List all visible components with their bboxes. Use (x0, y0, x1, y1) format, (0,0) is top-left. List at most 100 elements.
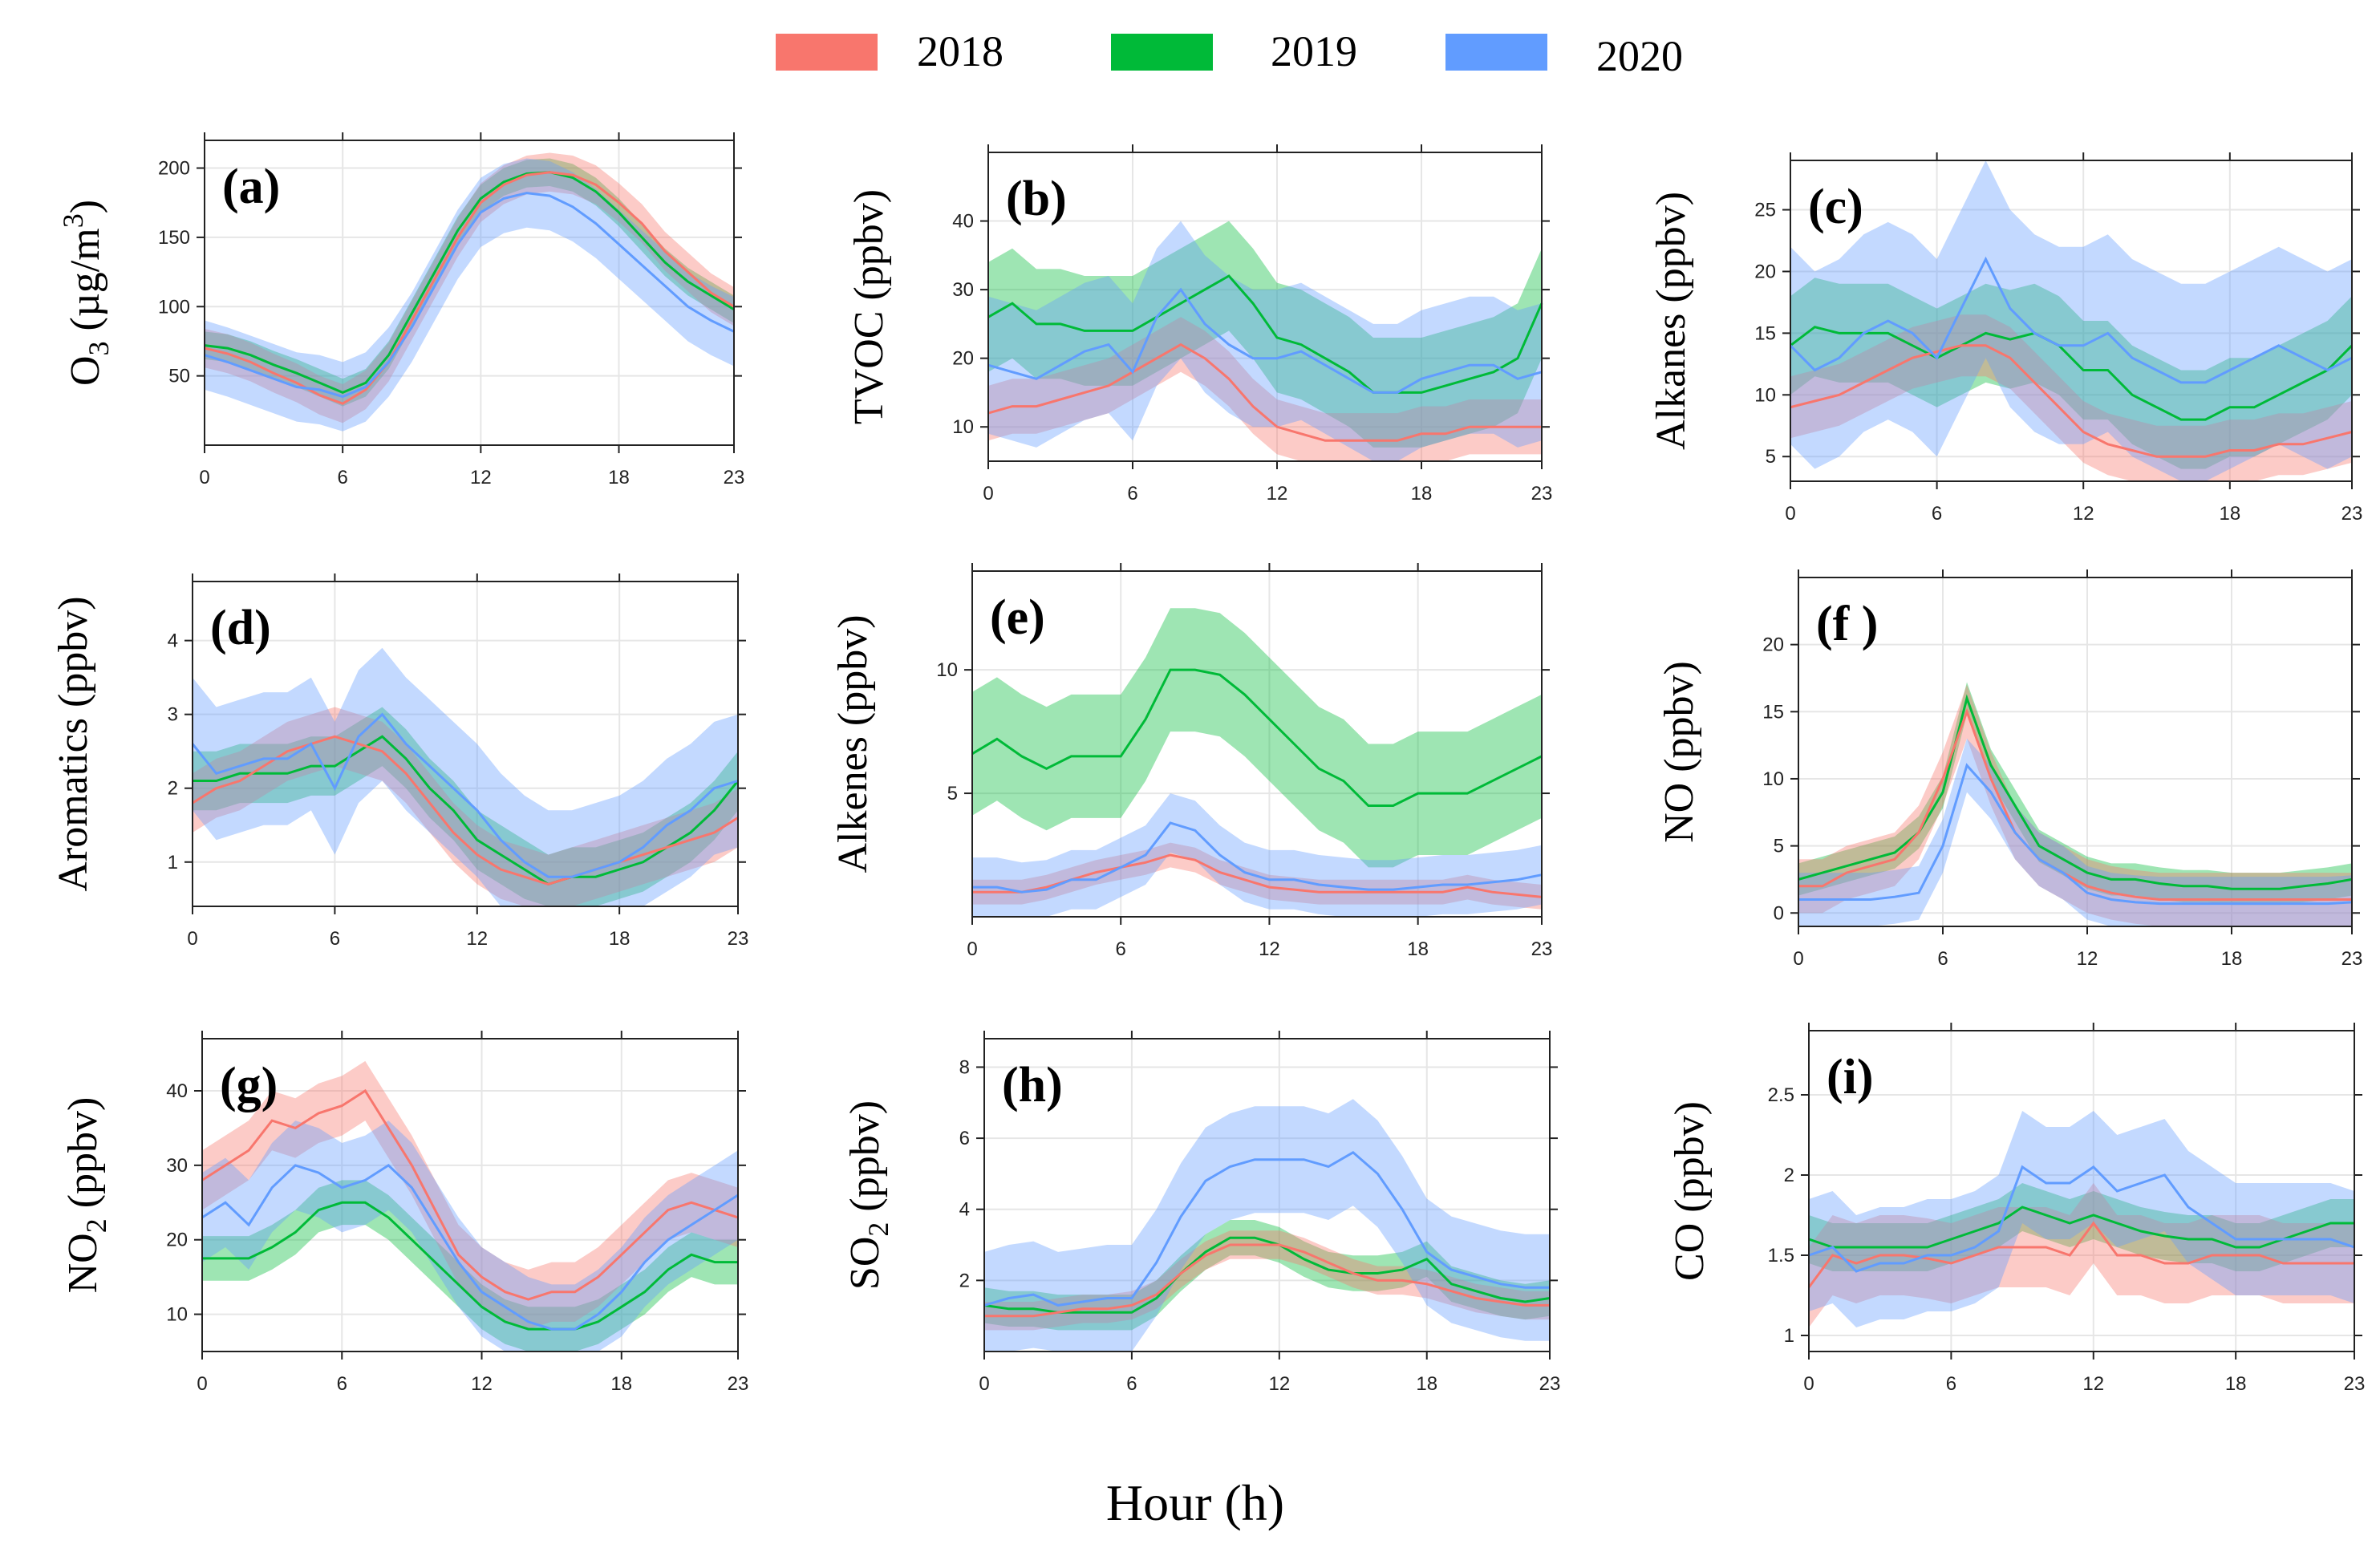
y-axis-title: NO2 (ppbv) (60, 1097, 112, 1294)
line-2018 (204, 171, 735, 405)
y-tick-label: 10 (936, 659, 958, 681)
x-tick-label: 18 (2221, 948, 2243, 970)
band-2018 (1790, 314, 2352, 481)
y-axis-title: NO (ppbv) (1656, 661, 1702, 843)
x-tick-label: 6 (330, 928, 340, 950)
line-2020 (983, 1150, 1550, 1307)
x-tick-label: 23 (2341, 948, 2363, 970)
band-2020 (193, 647, 738, 906)
y-tick-label: 20 (1762, 634, 1784, 656)
y-tick-label: 2 (1784, 1165, 1794, 1186)
panel-g: 0 6 12 18 23 10 20 30 40 (g) NO2 (ppbv) (60, 1031, 748, 1395)
x-tick-label: 18 (609, 928, 630, 950)
panel-label: (a) (222, 160, 280, 214)
line-2020 (204, 192, 735, 399)
band-2019 (972, 608, 1542, 868)
y-tick-label: 10 (1762, 768, 1784, 790)
y-tick-label: 1.5 (1768, 1245, 1794, 1266)
x-tick-label: 0 (1785, 503, 1795, 525)
y-tick-label: 10 (166, 1304, 188, 1326)
y-tick-label: 2 (168, 778, 178, 800)
panel-label: (d) (210, 601, 271, 655)
x-tick-label: 6 (337, 1373, 347, 1395)
plot-frame (983, 1038, 1551, 1352)
band-2020 (1798, 738, 2352, 926)
band-2018 (205, 152, 734, 423)
y-tick-label: 1 (1784, 1325, 1794, 1347)
line-2020 (972, 821, 1543, 894)
legend-label-2020: 2020 (1596, 32, 1683, 80)
band-2019 (984, 1220, 1550, 1331)
plot-frame (987, 152, 1543, 462)
y-tick-label: 20 (1754, 261, 1776, 282)
y-tick-label: 6 (959, 1128, 970, 1149)
legend-swatch-2018 (776, 34, 878, 71)
y-tick-label: 5 (1766, 446, 1776, 468)
band-2019 (1790, 278, 2352, 469)
panel-b: 0 6 12 18 23 10 20 30 40 (b) TVOC (ppbv) (846, 144, 1552, 505)
line-2019 (1790, 326, 2354, 421)
x-tick-label: 23 (2344, 1373, 2366, 1395)
y-axis-title: Alkanes (ppbv) (1648, 192, 1694, 450)
x-tick-label: 18 (1416, 1373, 1437, 1395)
x-tick-label: 23 (728, 1373, 749, 1395)
band-2019 (988, 221, 1542, 448)
line-2018 (201, 1088, 739, 1301)
line-2019 (202, 1201, 738, 1331)
x-tick-label: 6 (1126, 1373, 1137, 1395)
x-tick-label: 12 (1268, 1373, 1290, 1395)
y-tick-label: 100 (158, 296, 190, 318)
plot-frame (1790, 160, 2353, 482)
x-tick-label: 12 (1259, 938, 1280, 960)
legend-swatch-2020 (1445, 34, 1547, 71)
x-tick-label: 6 (1932, 503, 1942, 525)
band-2019 (193, 707, 738, 906)
x-tick-label: 23 (2341, 503, 2363, 525)
panel-i: 0 6 12 18 23 1 1.5 2 2.5 (i) CO (ppbv) (1667, 1023, 2365, 1395)
x-axis-title: Hour (h) (1106, 1474, 1284, 1531)
y-tick-label: 5 (947, 783, 958, 804)
panel-label: (e) (990, 590, 1045, 645)
x-tick-label: 23 (1531, 483, 1553, 505)
y-tick-label: 50 (168, 366, 190, 387)
plot-frame (971, 570, 1543, 918)
band-2018 (1809, 1183, 2354, 1327)
x-tick-label: 0 (199, 467, 209, 488)
x-tick-label: 12 (1267, 483, 1288, 505)
y-axis-title: Aromatics (ppbv) (51, 596, 96, 891)
line-2019 (1808, 1206, 2354, 1249)
line-2018 (984, 1243, 1550, 1318)
x-tick-label: 12 (470, 467, 492, 488)
line-2020 (1798, 763, 2353, 906)
x-tick-label: 12 (2073, 503, 2094, 525)
plot-frame (201, 1038, 739, 1352)
x-tick-label: 0 (1803, 1373, 1814, 1395)
band-2018 (988, 317, 1542, 461)
x-tick-label: 12 (2082, 1373, 2104, 1395)
line-2019 (971, 668, 1543, 807)
y-tick-label: 20 (166, 1230, 188, 1251)
y-tick-label: 200 (158, 158, 190, 180)
band-2020 (988, 221, 1542, 461)
x-tick-label: 6 (337, 467, 347, 488)
x-tick-label: 6 (1127, 483, 1137, 505)
x-tick-label: 0 (983, 483, 993, 505)
panel-label: (c) (1808, 180, 1863, 234)
y-axis-title: TVOC (ppbv) (846, 189, 892, 424)
line-2018 (1798, 707, 2352, 901)
line-2019 (983, 1236, 1551, 1314)
panel-h: 0 6 12 18 23 2 4 6 8 (h) SO2 (ppbv) (842, 1031, 1560, 1395)
x-tick-label: 0 (979, 1373, 989, 1395)
x-tick-label: 0 (1793, 948, 1803, 970)
x-tick-label: 23 (1531, 938, 1553, 960)
legend: 2018 2019 2020 (776, 27, 1683, 80)
y-tick-label: 1 (168, 852, 178, 873)
x-tick-label: 23 (724, 467, 745, 488)
x-tick-label: 6 (1937, 948, 1948, 970)
band-2020 (984, 1099, 1550, 1352)
x-tick-label: 18 (2219, 503, 2240, 525)
x-tick-label: 23 (1539, 1373, 1561, 1395)
